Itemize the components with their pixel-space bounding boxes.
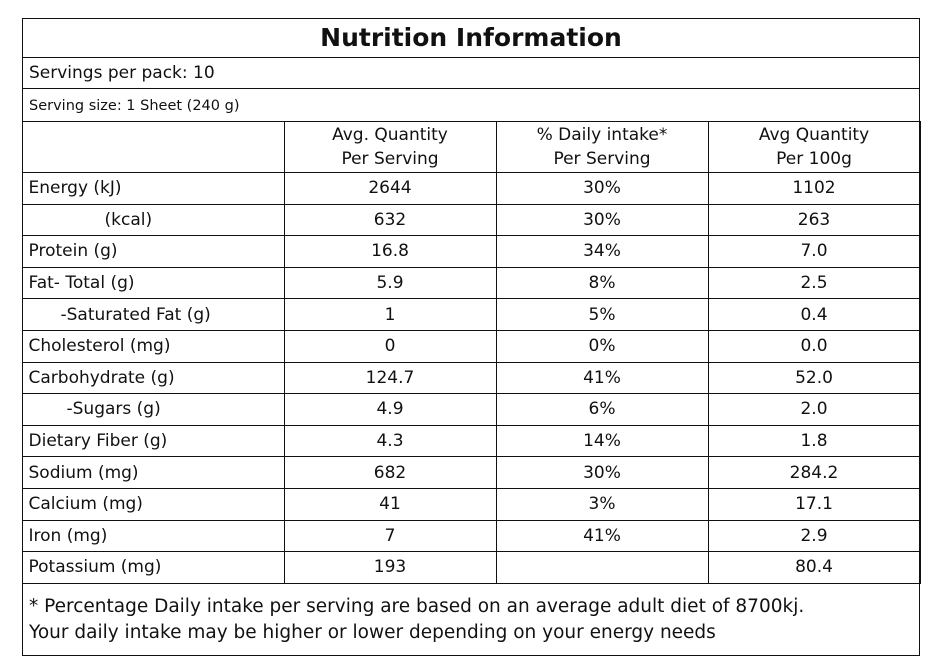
nutrition-table: Avg. Quantity Per Serving % Daily intake… — [21, 121, 921, 584]
per-100g-value: 1.8 — [707, 424, 921, 458]
footnote-line2: Your daily intake may be higher or lower… — [29, 621, 716, 643]
daily-intake-value: 30% — [495, 172, 709, 205]
per-serving-value: 16.8 — [283, 235, 497, 268]
per-serving-value: 41 — [283, 487, 497, 521]
per-100g-value: 80.4 — [707, 551, 921, 584]
servings-per-pack: Servings per pack: 10 — [23, 58, 919, 89]
table-row: Sodium (mg) 682 30% 284.2 — [21, 456, 921, 489]
header-per-serving-line1: Avg. Quantity — [332, 125, 448, 145]
per-serving-value: 4.9 — [283, 393, 497, 426]
table-row: Fat- Total (g) 5.9 8% 2.5 — [21, 266, 921, 300]
per-serving-value: 7 — [283, 519, 497, 553]
row-label: Dietary Fiber (g) — [21, 424, 285, 458]
per-100g-value: 0.4 — [707, 298, 921, 331]
row-label: Energy (kJ) — [21, 172, 285, 205]
row-label: Potassium (mg) — [21, 551, 285, 584]
per-serving-value: 5.9 — [283, 266, 497, 300]
per-serving-value: 682 — [283, 456, 497, 489]
row-label: Calcium (mg) — [21, 487, 285, 521]
per-100g-value: 2.0 — [707, 393, 921, 426]
per-serving-value: 2644 — [283, 172, 497, 205]
table-header-row: Avg. Quantity Per Serving % Daily intake… — [21, 121, 921, 173]
daily-intake-value: 5% — [495, 298, 709, 331]
per-serving-value: 1 — [283, 298, 497, 331]
panel-title: Nutrition Information — [23, 19, 919, 58]
per-100g-value: 284.2 — [707, 456, 921, 489]
header-per-100g-line1: Avg Quantity — [758, 125, 870, 145]
per-100g-value: 263 — [707, 203, 921, 237]
table-row: Iron (mg) 7 41% 2.9 — [21, 519, 921, 553]
row-label: Iron (mg) — [21, 519, 285, 553]
header-daily-intake-line1: % Daily intake* — [536, 125, 668, 145]
per-serving-value: 4.3 — [283, 424, 497, 458]
daily-intake-value: 6% — [495, 393, 709, 426]
row-label: Cholesterol (mg) — [21, 329, 285, 363]
row-label: Protein (g) — [21, 235, 285, 268]
per-100g-value: 52.0 — [707, 361, 921, 395]
header-daily-intake-line2: Per Serving — [553, 149, 651, 169]
table-row: Protein (g) 16.8 34% 7.0 — [21, 235, 921, 268]
row-label: Carbohydrate (g) — [21, 361, 285, 395]
row-label: -Sugars (g) — [21, 393, 285, 426]
header-per-100g: Avg Quantity Per 100g — [707, 121, 921, 173]
table-row: -Sugars (g) 4.9 6% 2.0 — [21, 393, 921, 426]
table-row: (kcal) 632 30% 263 — [21, 203, 921, 237]
per-100g-value: 1102 — [707, 172, 921, 205]
table-row: Dietary Fiber (g) 4.3 14% 1.8 — [21, 424, 921, 458]
daily-intake-value: 30% — [495, 456, 709, 489]
per-serving-value: 632 — [283, 203, 497, 237]
daily-intake-value — [495, 551, 709, 584]
per-100g-value: 7.0 — [707, 235, 921, 268]
per-100g-value: 0.0 — [707, 329, 921, 363]
per-100g-value: 2.9 — [707, 519, 921, 553]
table-row: Cholesterol (mg) 0 0% 0.0 — [21, 329, 921, 363]
daily-intake-value: 8% — [495, 266, 709, 300]
per-serving-value: 193 — [283, 551, 497, 584]
row-label: Fat- Total (g) — [21, 266, 285, 300]
daily-intake-value: 14% — [495, 424, 709, 458]
table-row: Calcium (mg) 41 3% 17.1 — [21, 487, 921, 521]
serving-size: Serving size: 1 Sheet (240 g) — [29, 98, 240, 114]
header-per-serving-line2: Per Serving — [341, 149, 439, 169]
table-row: Energy (kJ) 2644 30% 1102 — [21, 172, 921, 205]
header-per-100g-line2: Per 100g — [776, 149, 852, 169]
nutrition-panel: Nutrition Information Servings per pack:… — [21, 18, 921, 656]
daily-intake-value: 41% — [495, 519, 709, 553]
daily-intake-value: 3% — [495, 487, 709, 521]
daily-intake-value: 34% — [495, 235, 709, 268]
per-serving-value: 0 — [283, 329, 497, 363]
header-label-column — [21, 121, 285, 173]
header-daily-intake: % Daily intake* Per Serving — [495, 121, 709, 173]
header-per-serving: Avg. Quantity Per Serving — [283, 121, 497, 173]
table-row: Carbohydrate (g) 124.7 41% 52.0 — [21, 361, 921, 395]
table-row: -Saturated Fat (g) 1 5% 0.4 — [21, 298, 921, 331]
row-label: Sodium (mg) — [21, 456, 285, 489]
per-serving-value: 124.7 — [283, 361, 497, 395]
per-100g-value: 2.5 — [707, 266, 921, 300]
row-label: (kcal) — [21, 203, 285, 237]
daily-intake-value: 41% — [495, 361, 709, 395]
row-label: -Saturated Fat (g) — [21, 298, 285, 331]
table-row: Potassium (mg) 193 80.4 — [21, 551, 921, 584]
footnote: * Percentage Daily intake per serving ar… — [23, 584, 919, 646]
daily-intake-value: 0% — [495, 329, 709, 363]
footnote-line1: * Percentage Daily intake per serving ar… — [29, 595, 805, 617]
daily-intake-value: 30% — [495, 203, 709, 237]
per-100g-value: 17.1 — [707, 487, 921, 521]
